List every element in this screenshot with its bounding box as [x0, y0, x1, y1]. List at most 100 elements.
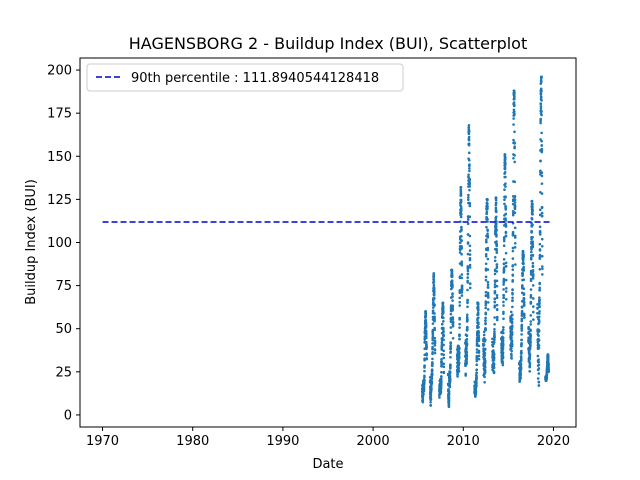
scatter-point [513, 154, 516, 157]
scatter-point [450, 268, 454, 272]
scatter-point [442, 326, 445, 330]
scatter-point [468, 169, 471, 173]
scatter-point [513, 91, 516, 94]
scatter-point [458, 333, 461, 337]
scatter-point [536, 377, 540, 380]
scatter-point [511, 296, 514, 300]
scatter-point [502, 244, 506, 247]
scatter-point [459, 192, 463, 195]
scatter-point [466, 301, 469, 305]
scatter-point [522, 300, 526, 304]
scatter-point [447, 390, 451, 393]
scatter-point [429, 404, 432, 407]
scatter-point [485, 225, 488, 229]
scatter-point [460, 294, 464, 297]
scatter-point [440, 375, 443, 378]
scatter-point [493, 256, 497, 259]
scatter-point [483, 347, 487, 351]
scatter-point [466, 267, 470, 271]
scatter-point [466, 298, 469, 302]
scatter-point [474, 392, 478, 396]
scatter-point [540, 99, 543, 102]
scatter-point [447, 397, 451, 401]
scatter-point [527, 330, 531, 334]
scatter-point [504, 162, 507, 166]
scatter-point [492, 366, 496, 370]
scatter-point [493, 291, 497, 295]
scatter-point [458, 351, 461, 355]
scatter-point [541, 273, 544, 276]
scatter-point [510, 343, 514, 346]
scatter-point [537, 367, 541, 370]
scatter-point [504, 265, 508, 268]
scatter-point [423, 378, 426, 382]
scatter-point [540, 75, 543, 79]
scatter-point [484, 322, 487, 325]
scatter-point [522, 304, 526, 307]
scatter-point [486, 268, 490, 271]
scatter-point [466, 325, 469, 329]
x-tick-label: 2020 [537, 434, 570, 449]
scatter-point [519, 362, 523, 366]
scatter-point [492, 362, 496, 366]
scatter-point [431, 335, 435, 339]
scatter-point [513, 198, 517, 202]
scatter-point [519, 355, 523, 358]
scatter-point [502, 283, 505, 286]
scatter-point [442, 353, 446, 356]
scatter-point [513, 145, 516, 149]
scatter-point [466, 328, 469, 331]
scatter-point [423, 353, 426, 357]
scatter-point [433, 303, 436, 306]
scatter-point [540, 139, 543, 143]
scatter-point [531, 245, 535, 249]
scatter-point [501, 328, 505, 332]
scatter-point [504, 261, 508, 265]
scatter-point [458, 318, 461, 321]
scatter-point [468, 202, 472, 205]
scatter-point [475, 348, 479, 351]
scatter-point [510, 332, 514, 336]
scatter-point [504, 290, 508, 293]
scatter-point [468, 286, 472, 290]
scatter-point [449, 312, 453, 316]
scatter-point [442, 316, 445, 320]
scatter-point [539, 87, 543, 91]
scatter-point [520, 323, 524, 327]
scatter-point [538, 286, 542, 290]
scatter-point [432, 293, 436, 297]
scatter-point [459, 207, 463, 211]
scatter-point [504, 217, 507, 220]
scatter-point [468, 234, 472, 238]
scatter-point [486, 257, 490, 261]
scatter-point [460, 212, 463, 216]
scatter-point [486, 301, 490, 304]
scatter-point [501, 351, 505, 354]
scatter-point [449, 350, 453, 353]
scatter-point [475, 342, 479, 346]
scatter-point [477, 316, 480, 320]
scatter-point [540, 192, 544, 195]
scatter-point [466, 288, 469, 292]
scatter-point [495, 284, 499, 288]
scatter-point [494, 210, 498, 214]
scatter-point [440, 348, 444, 351]
scatter-point [493, 300, 497, 304]
scatter-point [460, 260, 464, 263]
scatter-point [519, 366, 523, 370]
scatter-point [483, 370, 487, 374]
scatter-point [467, 126, 471, 129]
scatter-point [539, 121, 542, 125]
scatter-point [530, 230, 534, 233]
scatter-point [531, 272, 535, 276]
scatter-point [429, 393, 433, 397]
scatter-point [458, 290, 462, 294]
scatter-point [474, 387, 478, 390]
scatter-point [433, 297, 436, 300]
scatter-point [458, 347, 461, 351]
scatter-point [518, 378, 522, 382]
scatter-point [458, 337, 461, 341]
scatter-point [529, 340, 532, 344]
scatter-point [431, 342, 434, 345]
scatter-point [466, 281, 470, 284]
